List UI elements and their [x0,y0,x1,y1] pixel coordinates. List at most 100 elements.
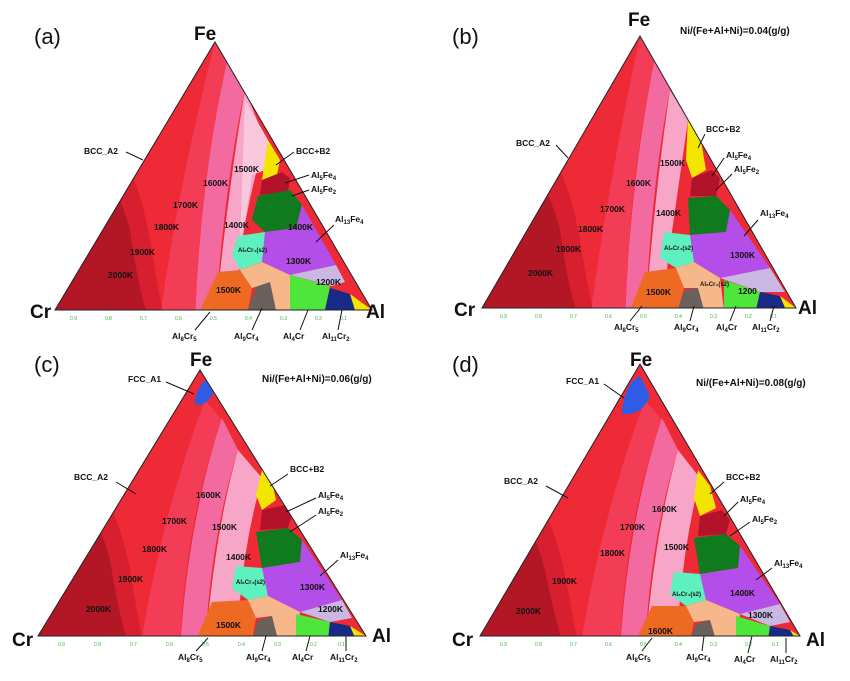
arrow [603,383,625,399]
label-al8cr5: Al8Cr5 [172,331,197,343]
temp-label: 1500K [664,542,690,552]
region-al-corner [780,296,796,308]
arrow [723,501,739,517]
region-al8cr5 [636,606,694,636]
region-al5fe2 [256,528,302,568]
tick-label: 0.4 [675,642,682,648]
temp-label: 1700K [600,204,626,214]
panel-letter: (d) [452,352,479,377]
tick-label: 0.1 [340,316,347,322]
label-bccb2: BCC+B2 [706,124,741,134]
arrow [251,307,263,331]
region-al11cr2 [756,292,786,308]
arrow [641,637,653,652]
temp-label: 1300K [300,582,326,592]
region-al9cr4 [248,282,276,310]
arrow [305,635,311,652]
label-bccb2: BCC+B2 [726,472,761,482]
vertex-cr: Cr [12,630,34,651]
region-al11cr2 [325,288,355,310]
label-bccb2: BCC+B2 [290,464,325,474]
label-al9cr4: Al9Cr4 [686,652,711,664]
tick-label: 0.9 [70,316,77,322]
region-lilac [720,268,785,292]
tick-label: 0.4 [675,314,682,320]
arrow [165,381,195,395]
tick-labels: 0.9 0.8 0.7 0.6 0.5 0.4 0.3 0.2 0.1 [70,316,347,322]
region-al8cr4s2 [660,232,694,268]
label-bcc: BCC_A2 [84,146,118,156]
region-pinkred [580,400,662,636]
label-fcc: FCC_A1 [128,374,161,384]
tick-label: 0.7 [140,316,147,322]
region-peach [248,596,300,636]
region-al4cr [296,614,330,636]
triangle-outline [481,34,797,309]
label-al13fe4: Al13Fe4 [335,214,364,226]
tick-label: 0.5 [202,642,209,648]
arrow [291,189,310,197]
label-al4cr: Al4Cr [734,654,756,666]
region-bccb2 [694,470,716,516]
arrow [289,514,317,533]
region-al8cr4s2 [232,566,268,600]
label-al13fe4: Al13Fe4 [760,208,789,220]
region-bccb2 [256,470,276,510]
tick-label: 0.1 [338,642,345,648]
tick-label: 0.9 [500,642,507,648]
tick-label: 0.6 [166,642,173,648]
label-al9cr4: Al9Cr4 [234,331,259,343]
tick-label: 0.7 [570,314,577,320]
temp-label: 1600K [196,490,222,500]
region-peach [240,262,290,310]
region-lightpink [205,450,262,636]
arrow [285,497,317,513]
region-al13fe4 [262,540,342,612]
label-al8cr4s2: Al₈Cr₄(s2) [238,248,267,254]
region-pinkred [140,400,222,636]
tick-label: 0.3 [280,316,287,322]
label-al5fe4: Al5Fe4 [726,150,752,162]
tick-label: 0.5 [640,314,647,320]
label-al4cr: Al4Cr [283,331,305,343]
temp-label: 1800K [154,222,180,232]
label-al8cr4s2: Al₈Cr₄(s2) [664,246,693,252]
label-al8cr5: Al8Cr5 [178,652,203,664]
arrow [729,305,737,322]
label-al8cr4s2: Al₈Cr₄(s2) [672,592,701,598]
region-al-corner [350,294,372,310]
vertex-cr: Cr [452,630,474,651]
temp-label: 1500K [216,285,242,295]
arrow [125,151,144,161]
condition-label: Ni/(Fe+Al+Ni)=0.06(g/g) [262,374,372,385]
vertex-cr: Cr [30,302,52,323]
region-bccb2 [262,140,280,180]
label-al5fe2: Al5Fe2 [734,164,760,176]
region-al9cr4 [252,616,278,636]
tick-label: 0.3 [274,642,281,648]
tick-labels: 0.9 0.8 0.7 0.6 0.5 0.4 0.3 0.2 0.1 [500,314,777,320]
label-al11cr2: Al11Cr2 [752,322,780,334]
region-al4cr [736,616,770,636]
vertex-al: Al [366,302,385,323]
temp-label: 1700K [162,516,188,526]
temp-label: 1400K [224,220,250,230]
temp-label: 2000K [86,604,112,614]
arrow [275,151,295,166]
label-al9cr4: Al9Cr4 [674,322,699,334]
label-fcc: FCC_A1 [566,376,599,386]
label-al4cr: Al4Cr [716,322,738,334]
tick-labels: 0.9 0.8 0.7 0.6 0.5 0.4 0.3 0.2 0.1 [500,642,779,648]
label-al5fe4: Al5Fe4 [318,490,344,502]
panel-c: (c) Ni/(Fe+Al+Ni)=0.06(g/g) 0.9 [12,350,391,664]
panel-letter: (a) [34,24,61,49]
arrow [195,637,209,652]
arrow [337,309,343,331]
region-al13fe4 [690,210,770,278]
tick-label: 0.1 [770,314,777,320]
region-bccb2 [686,118,706,178]
label-al5fe2: Al5Fe2 [311,184,337,196]
tick-label: 0.2 [315,316,322,322]
condition-label: Ni/(Fe+Al+Ni)=0.04(g/g) [680,26,790,37]
temp-label: 1500K [660,158,686,168]
